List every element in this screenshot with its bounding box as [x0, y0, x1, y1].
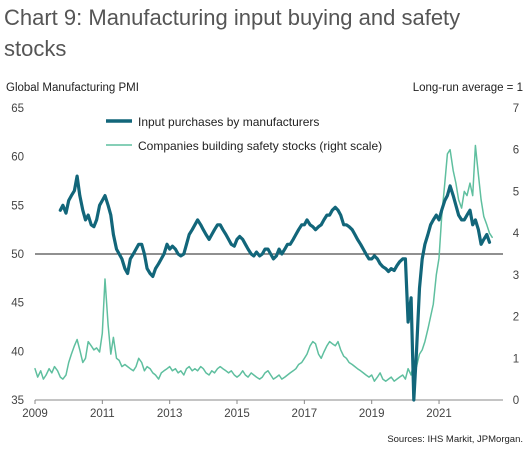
y-left-tick-label: 65 — [11, 103, 24, 115]
y-right-tick-label: 4 — [513, 228, 520, 240]
legend-label-input-purchases: Input purchases by manufacturers — [138, 115, 319, 129]
y-right-tick-label: 6 — [513, 145, 519, 157]
chart-legend: Input purchases by manufacturers Compani… — [106, 115, 382, 153]
x-tick-label: 2015 — [224, 408, 250, 420]
y-left-tick-label: 50 — [11, 249, 24, 261]
x-tick-label: 2021 — [426, 408, 452, 420]
source-note: Sources: IHS Markit, JPMorgan. — [387, 434, 523, 445]
y-right-tick-label: 0 — [513, 395, 519, 407]
series-line-safety-stocks — [34, 144, 493, 382]
y-left-tick-label: 45 — [11, 298, 24, 310]
series-line-input-purchases — [58, 174, 492, 402]
y-right-tick-label: 1 — [513, 353, 519, 365]
y-left-tick-label: 55 — [11, 200, 24, 212]
legend-label-safety-stocks: Companies building safety stocks (right … — [138, 139, 382, 153]
y-left-tick-label: 40 — [11, 346, 24, 358]
y-right-tick-label: 5 — [513, 186, 519, 198]
page-title: Chart 9: Manufacturing input buying and … — [4, 5, 461, 61]
chart-axes: 2009 2011 2013 2015 2017 2019 2021354045505560… — [11, 103, 520, 420]
x-tick-label: 2011 — [90, 408, 115, 420]
y-right-tick-label: 3 — [513, 270, 519, 282]
y-left-tick-label: 35 — [11, 395, 24, 407]
y-right-tick-label: 7 — [513, 103, 519, 115]
y-left-tick-label: 60 — [11, 152, 24, 164]
y-right-tick-label: 2 — [513, 312, 519, 324]
x-tick-label: 2017 — [292, 408, 318, 420]
x-tick-label: 2009 — [22, 408, 48, 420]
right-axis-caption: Long-run average = 1 — [412, 82, 523, 94]
x-tick-label: 2019 — [359, 408, 385, 420]
chart-series — [34, 144, 493, 402]
x-tick-label: 2013 — [157, 408, 183, 420]
left-axis-caption: Global Manufacturing PMI — [6, 82, 139, 94]
